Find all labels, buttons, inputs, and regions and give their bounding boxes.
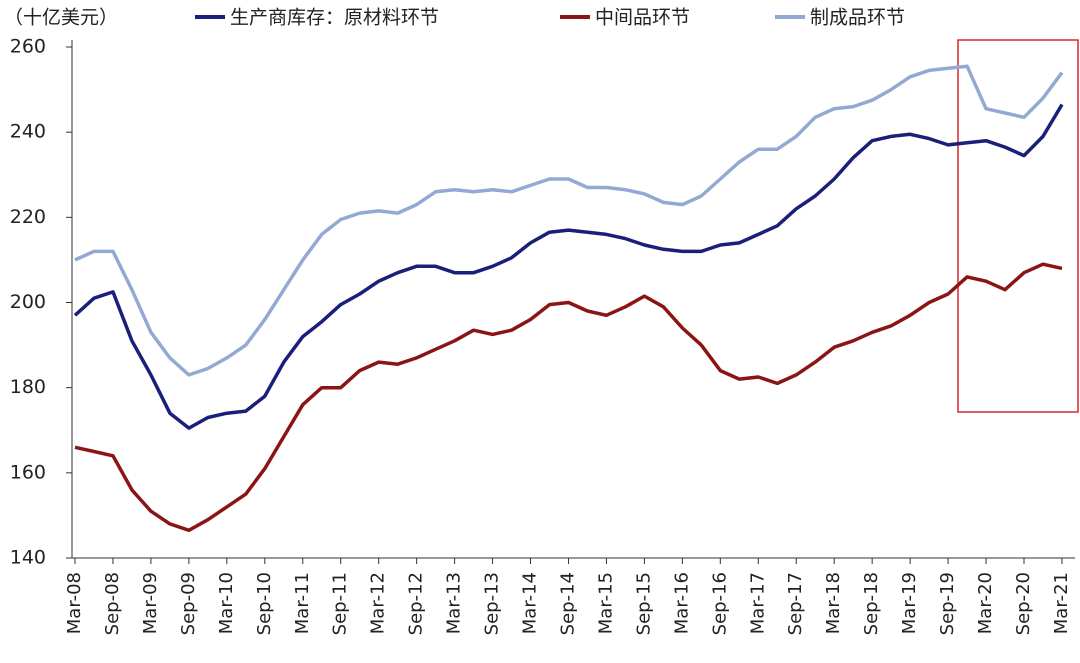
x-tick-label: Sep-08 bbox=[102, 572, 123, 635]
x-tick-label: Sep-14 bbox=[557, 572, 578, 635]
series-line bbox=[74, 64, 1064, 377]
x-tick-label: Sep-10 bbox=[254, 572, 275, 635]
x-tick-label: Sep-16 bbox=[709, 572, 730, 635]
x-tick-label: Mar-15 bbox=[595, 572, 616, 634]
x-tick-label: Mar-09 bbox=[140, 572, 161, 634]
x-tick-label: Sep-11 bbox=[330, 572, 351, 635]
y-tick-label: 160 bbox=[10, 461, 46, 483]
series-line bbox=[74, 262, 1063, 533]
y-tick-label: 260 bbox=[10, 36, 46, 58]
highlight-box bbox=[957, 39, 1079, 413]
y-tick-label: 240 bbox=[10, 121, 46, 143]
x-tick-label: Sep-13 bbox=[482, 572, 503, 635]
x-tick-label: Mar-19 bbox=[899, 572, 920, 634]
x-tick-label: Mar-16 bbox=[671, 572, 692, 634]
x-tick-label: Sep-12 bbox=[406, 572, 427, 635]
legend-label: 制成品环节 bbox=[810, 7, 905, 29]
x-tick-label: Sep-15 bbox=[633, 572, 654, 635]
x-tick-label: Sep-17 bbox=[785, 572, 806, 635]
unit-label: （十亿美元） bbox=[4, 7, 118, 29]
x-tick-label: Mar-08 bbox=[64, 572, 85, 634]
x-tick-label: Mar-17 bbox=[747, 572, 768, 634]
x-tick-label: Mar-10 bbox=[216, 572, 237, 634]
y-tick-label: 200 bbox=[10, 291, 46, 313]
x-tick-label: Mar-20 bbox=[975, 572, 996, 634]
x-tick-label: Mar-21 bbox=[1051, 572, 1072, 634]
x-tick-label: Sep-09 bbox=[178, 572, 199, 635]
x-tick-label: Mar-11 bbox=[292, 572, 313, 634]
x-tick-label: Mar-13 bbox=[444, 572, 465, 634]
y-tick-label: 180 bbox=[10, 376, 46, 398]
legend-label: 中间品环节 bbox=[595, 7, 690, 29]
y-tick-label: 140 bbox=[10, 547, 46, 569]
x-tick-label: Sep-18 bbox=[861, 572, 882, 635]
x-tick-label: Mar-14 bbox=[520, 572, 541, 634]
x-tick-label: Sep-20 bbox=[1013, 572, 1034, 635]
x-tick-label: Sep-19 bbox=[937, 572, 958, 635]
legend-label: 生产商库存：原材料环节 bbox=[230, 7, 439, 29]
y-tick-label: 220 bbox=[10, 206, 46, 228]
series-line bbox=[73, 103, 1064, 430]
x-tick-label: Mar-12 bbox=[368, 572, 389, 634]
x-tick-label: Mar-18 bbox=[823, 572, 844, 634]
